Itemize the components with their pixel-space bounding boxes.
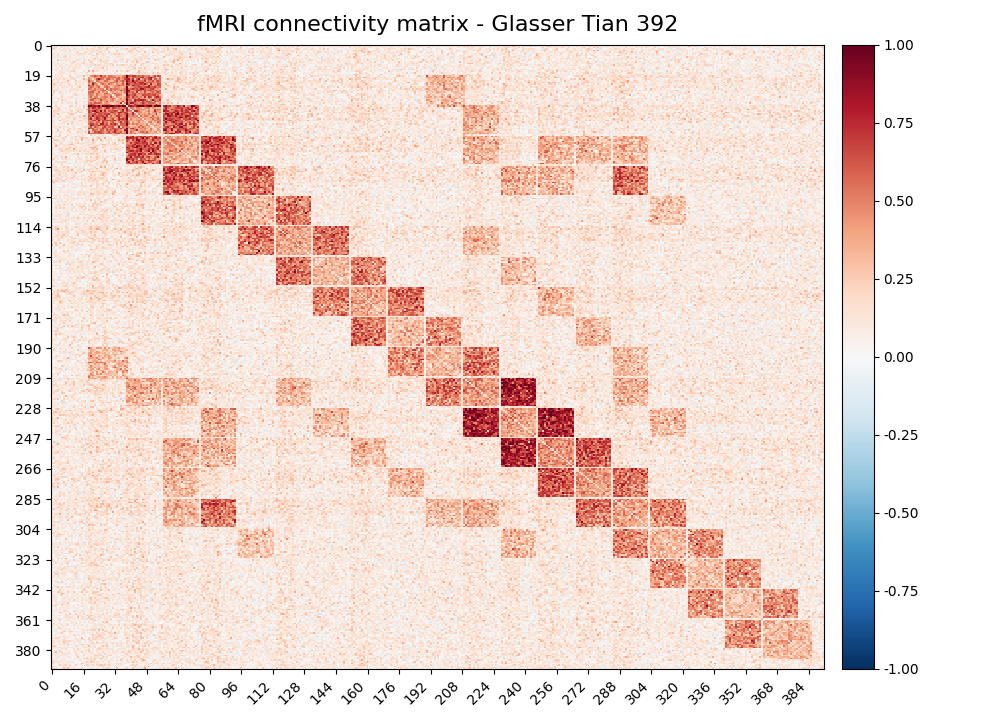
Title: fMRI connectivity matrix - Glasser Tian 392: fMRI connectivity matrix - Glasser Tian …	[196, 15, 678, 35]
